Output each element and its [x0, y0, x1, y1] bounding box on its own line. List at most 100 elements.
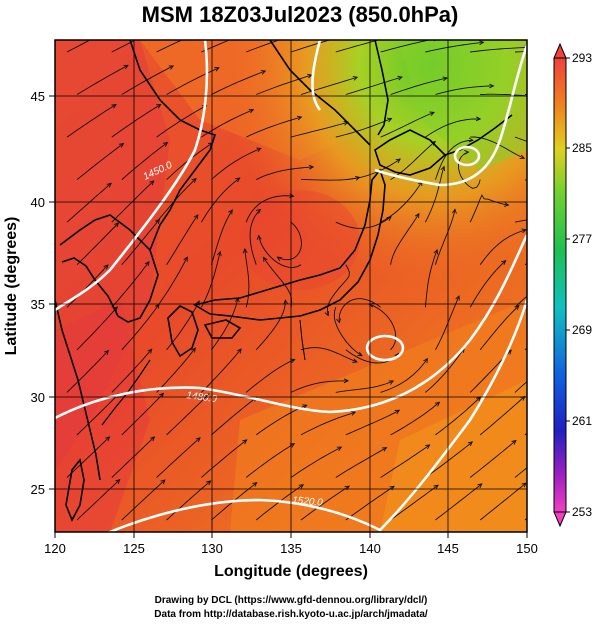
streamline-arrowhead — [103, 264, 109, 270]
streamline-arrowhead — [352, 76, 359, 81]
streamline — [300, 76, 358, 95]
colorbar: 293 285 277 269 261 253 — [553, 42, 592, 528]
streamline-arrowhead — [183, 256, 188, 262]
streamline — [111, 348, 153, 393]
streamline-arrowhead — [105, 436, 111, 442]
credit-drawing: Drawing by DCL (https://www.gfd-dennou.o… — [155, 595, 428, 606]
streamline — [390, 77, 448, 95]
streamline-arrowhead — [297, 32, 301, 36]
streamline — [480, 93, 527, 97]
streamline-arrowhead — [579, 186, 583, 190]
streamline-arrowhead — [144, 260, 150, 267]
streamline-arrowhead — [425, 444, 431, 450]
streamline-arrowhead — [159, 392, 165, 398]
colorbar-tick-285: 285 — [572, 141, 592, 155]
streamline — [277, 221, 302, 261]
streamline — [425, 41, 484, 53]
streamline — [290, 446, 342, 478]
streamline-arrowhead — [242, 247, 248, 254]
streamline — [246, 40, 281, 53]
x-tick-125: 125 — [123, 541, 145, 556]
y-tick-30: 30 — [31, 390, 45, 405]
streamline-arrowhead — [168, 65, 175, 70]
streamline — [380, 181, 423, 223]
streamline-arrowhead — [397, 75, 403, 81]
streamline — [425, 348, 465, 393]
streamline — [121, 304, 160, 351]
streamline — [300, 485, 350, 521]
streamline-arrowhead — [423, 357, 428, 364]
streamline — [156, 40, 183, 53]
streamline — [256, 74, 312, 95]
streamline — [524, 262, 527, 266]
streamline-arrowhead — [248, 108, 255, 114]
streamline — [479, 229, 527, 265]
streamline — [66, 264, 109, 308]
streamline-arrowhead — [388, 35, 392, 39]
x-tick-150: 150 — [516, 541, 538, 556]
y-tick-40: 40 — [31, 195, 45, 210]
x-axis — [54, 532, 528, 538]
streamline — [111, 261, 150, 308]
streamline — [256, 166, 314, 181]
streamline-arrowhead — [414, 212, 420, 219]
height-contours — [55, 40, 527, 532]
streamline-arrowhead — [308, 164, 315, 170]
streamline-arrowhead — [104, 349, 110, 356]
streamline-arrowhead — [521, 482, 527, 488]
streamline-arrowhead — [228, 209, 233, 215]
streamline-arrowhead — [388, 380, 395, 385]
x-tick-135: 135 — [280, 541, 302, 556]
streamline — [76, 64, 129, 95]
streamline — [76, 306, 118, 351]
streamline-arrowhead — [336, 318, 341, 324]
streamline — [201, 348, 242, 393]
streamline — [514, 380, 527, 393]
credit-data-source: Data from http://database.rish.kyoto-u.a… — [154, 609, 428, 620]
colorbar-top-arrow — [553, 42, 567, 59]
streamline-arrowhead — [442, 76, 448, 82]
streamline-arrowhead — [452, 208, 457, 214]
streamline — [390, 401, 440, 436]
streamline — [425, 441, 473, 478]
streamline-arrowhead — [256, 234, 262, 240]
streamline — [121, 142, 168, 180]
streamline — [369, 303, 397, 351]
colorbar-tick-293: 293 — [572, 51, 592, 65]
streamline — [514, 295, 527, 308]
streamline — [166, 393, 210, 436]
streamline — [514, 136, 527, 142]
streamline — [156, 256, 188, 308]
streamline — [479, 396, 525, 436]
streamline — [435, 85, 494, 95]
streamline-arrowhead — [115, 26, 120, 30]
streamline — [335, 447, 387, 478]
streamline-arrowhead — [296, 115, 303, 121]
streamline-arrowhead — [206, 27, 211, 31]
contour-label-1520: 1520.0 — [292, 495, 324, 509]
y-tick-labels: 45 40 35 30 25 — [31, 89, 45, 497]
streamline-arrowhead — [357, 351, 363, 357]
streamline-arrowhead — [307, 73, 313, 79]
streamline-arrowhead — [111, 103, 117, 109]
y-tick-45: 45 — [31, 89, 45, 104]
streamline-arrowhead — [256, 208, 262, 214]
streamline — [166, 67, 220, 95]
streamline — [300, 411, 356, 436]
x-axis-title: Longitude (degrees) — [214, 563, 368, 580]
streamline-arrowhead — [350, 411, 357, 416]
streamline — [380, 358, 428, 393]
streamline — [245, 443, 295, 478]
streamline — [335, 380, 394, 393]
streamline-arrowhead — [236, 348, 242, 354]
streamline — [111, 180, 155, 223]
streamline — [458, 151, 481, 189]
streamline — [290, 121, 349, 138]
colorbar-bottom-arrow — [553, 511, 567, 528]
streamline-arrowhead — [206, 480, 212, 486]
streamline — [470, 46, 527, 53]
streamline-arrowhead — [193, 214, 199, 220]
streamline-arrowhead — [252, 30, 256, 34]
